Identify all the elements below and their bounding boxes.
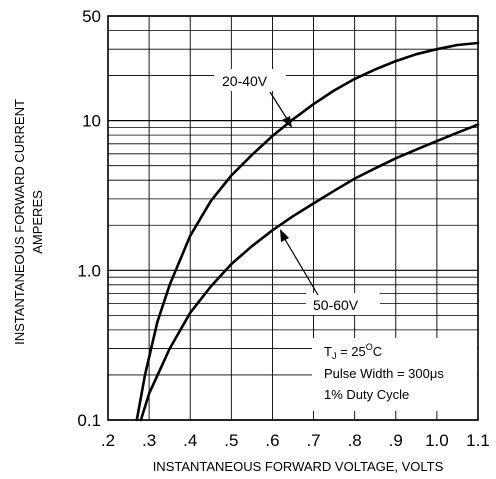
- x-tick-label-9: 1.1: [466, 431, 490, 450]
- tick-labels: .2 .3 .4 .5 .6 .7 .8 .9 1.0 1.1 0.1 1.0 10 50: [77, 7, 489, 450]
- x-tick-label-2: .4: [183, 431, 197, 450]
- x-tick-label-1: .3: [142, 431, 156, 450]
- x-tick-label-0: .2: [101, 431, 115, 450]
- annotation-20-40v-background: [214, 69, 286, 91]
- annotation-20-40v-pointer: [269, 91, 290, 123]
- duty-cycle-label: 1% Duty Cycle: [324, 387, 409, 402]
- annotation-20-40v: 20-40V: [214, 69, 292, 128]
- x-tick-label-6: .8: [348, 431, 362, 450]
- annotation-50-60v-arrowhead: [280, 229, 289, 242]
- x-tick-label-3: .5: [224, 431, 238, 450]
- pulse-width-label: Pulse Width = 300μs: [324, 366, 444, 381]
- x-tick-label-5: .7: [306, 431, 320, 450]
- plot-frame: [107, 15, 479, 421]
- y-tick-label-2: 10: [82, 112, 101, 131]
- series-50-60V-curve: [139, 123, 480, 422]
- x-tick-label-4: .6: [265, 431, 279, 450]
- test-conditions-background: [312, 338, 477, 411]
- series-curves: [135, 41, 480, 422]
- y-tick-label-1: 1.0: [77, 261, 101, 280]
- annotation-50-60v-background: [306, 293, 380, 315]
- x-tick-label-8: 1.0: [425, 431, 449, 450]
- y-axis-title-line-2: AMPERES: [30, 190, 45, 254]
- annotation-50-60v-label: 50-60V: [313, 297, 359, 313]
- series-20-40V-curve: [135, 41, 480, 422]
- annotation-50-60v: 50-60V: [280, 229, 380, 315]
- x-axis-title: INSTANTANEOUS FORWARD VOLTAGE, VOLTS: [153, 459, 444, 474]
- junction-temperature-label: TJ = 25OC: [324, 342, 382, 361]
- y-axis-title-line-1: INSTANTANEOUS FORWARD CURRENT: [12, 99, 27, 345]
- x-tick-label-7: .9: [389, 431, 403, 450]
- test-conditions-box: TJ = 25OC Pulse Width = 300μs 1% Duty Cy…: [312, 338, 477, 411]
- annotation-20-40v-label: 20-40V: [222, 73, 268, 89]
- annotation-50-60v-pointer: [282, 235, 319, 296]
- y-tick-label-3: 50: [82, 7, 101, 26]
- y-tick-label-0: 0.1: [77, 411, 101, 430]
- annotation-20-40v-arrowhead: [282, 116, 292, 128]
